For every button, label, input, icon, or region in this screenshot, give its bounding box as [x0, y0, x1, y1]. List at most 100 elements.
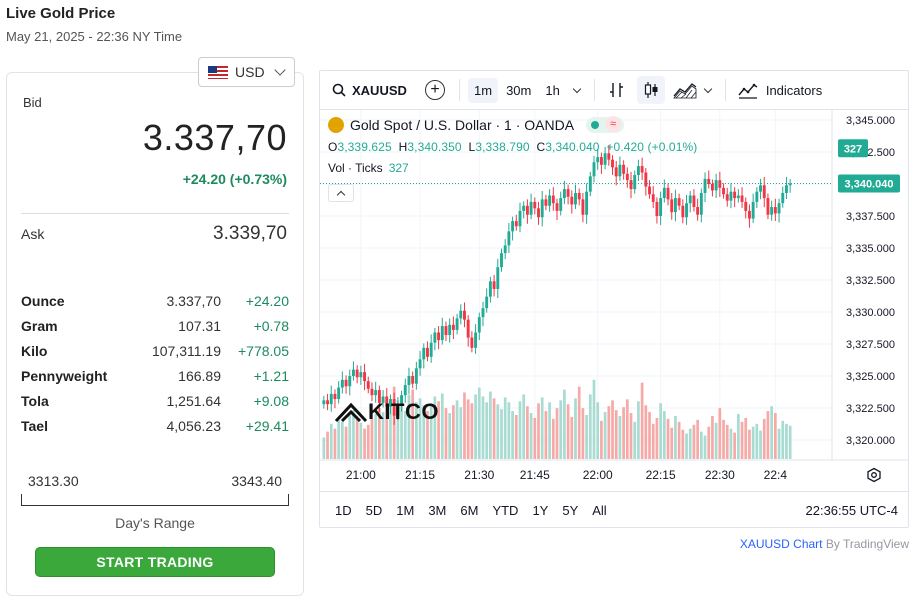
candle-body — [537, 208, 540, 218]
candle-body — [733, 191, 737, 199]
start-trading-button[interactable]: START TRADING — [35, 547, 275, 577]
candle-body — [333, 393, 337, 400]
volume-bar — [785, 423, 788, 459]
volume-bar — [518, 401, 522, 459]
candle-chart-type-icon[interactable] — [636, 76, 665, 104]
price-chart[interactable]: 3,345.0003,342.5003,340.0003,337.5003,33… — [320, 110, 909, 491]
candle-body — [699, 192, 703, 215]
volume-bar — [403, 411, 407, 459]
candle-body — [603, 153, 607, 165]
attribution-link[interactable]: XAUUSD Chart — [739, 537, 823, 551]
candle-body — [622, 164, 626, 174]
toolbar-divider — [593, 79, 595, 101]
volume-bar — [718, 408, 722, 459]
compare-add-icon[interactable]: + — [425, 80, 445, 100]
bar-chart-type-icon[interactable] — [603, 76, 631, 104]
volume-bar — [381, 412, 385, 459]
chart-widget: XAUUSD + 1m 30m 1h Indicators 3,345.000 3… — [319, 70, 909, 528]
market-status-icon[interactable] — [586, 116, 625, 133]
area-chart-type-icon[interactable] — [671, 76, 699, 104]
candle-body — [551, 195, 555, 204]
period-5d[interactable]: 5D — [365, 503, 383, 518]
volume-bar — [411, 389, 415, 459]
interval-1m[interactable]: 1m — [468, 77, 499, 103]
period-1y[interactable]: 1Y — [532, 503, 549, 518]
volume-bar — [651, 423, 655, 459]
candle-body — [788, 183, 792, 186]
period-1m[interactable]: 1M — [396, 503, 415, 518]
range-bar — [21, 494, 289, 506]
volume-bar — [440, 393, 444, 459]
candle-body — [781, 192, 785, 204]
volume-bar — [503, 397, 507, 459]
unit-price: 4,056.23 — [166, 417, 222, 434]
volume-tag — [838, 139, 868, 158]
period-all[interactable]: All — [592, 503, 607, 518]
candle-body — [614, 167, 618, 177]
period-3m[interactable]: 3M — [428, 503, 447, 518]
chart-type-chevron-icon[interactable] — [703, 84, 713, 93]
candle-body — [648, 186, 651, 195]
volume-bar — [714, 422, 718, 459]
volume-bar — [466, 399, 470, 459]
collapse-legend-button[interactable] — [328, 184, 354, 202]
volume-bar — [489, 391, 492, 459]
volume-bar — [600, 420, 603, 459]
candle-body — [374, 390, 378, 396]
volume-bar — [337, 419, 341, 459]
candle-body — [722, 187, 725, 195]
volume-legend: Vol · Ticks 327 — [328, 161, 409, 175]
volume-bar — [352, 410, 355, 459]
unit-name: Gram — [21, 317, 58, 334]
candle-body — [326, 400, 330, 405]
candle-body — [559, 198, 563, 211]
indicators-button[interactable]: Indicators — [765, 82, 823, 98]
volume-bar — [659, 403, 662, 459]
interval-30m[interactable]: 30m — [506, 82, 532, 98]
chart-clock[interactable]: 22:36:55 UTC-4 — [805, 503, 899, 518]
currency-select[interactable]: USD — [198, 57, 295, 87]
period-1d[interactable]: 1D — [335, 503, 352, 518]
page-title: Live Gold Price — [6, 5, 116, 22]
search-icon — [332, 83, 346, 97]
volume-bar — [448, 413, 452, 459]
volume-bar — [544, 411, 548, 459]
candle-body — [625, 173, 629, 181]
indicators-icon[interactable] — [734, 76, 762, 104]
interval-chevron-icon[interactable] — [572, 84, 582, 93]
candle-body — [403, 384, 407, 396]
candle-body — [518, 210, 522, 227]
ohlc-values: O3,339.625 H3,340.350 L3,338.790 C3,340.… — [328, 140, 698, 154]
interval-1h[interactable]: 1h — [545, 82, 560, 98]
volume-bar — [452, 405, 455, 459]
candle-body — [592, 162, 596, 177]
unit-row-gram: Gram 107.31 +0.78 — [21, 313, 289, 338]
volume-bar — [733, 432, 736, 459]
candle-body — [714, 180, 718, 191]
volume-bar — [722, 419, 725, 459]
period-6m[interactable]: 6M — [460, 503, 479, 518]
candle-body — [562, 189, 566, 199]
candle-body — [525, 205, 529, 215]
tradingview-attribution[interactable]: XAUUSD Chart By TradingView — [740, 537, 909, 551]
volume-bar — [751, 426, 755, 459]
unit-table: Ounce 3.337,70 +24.20 Gram 107.31 +0.78 … — [21, 288, 289, 438]
volume-bar — [470, 403, 474, 459]
volume-bar — [762, 418, 766, 459]
x-tick-label: 22:00 — [583, 468, 613, 482]
volume-bar — [344, 426, 348, 459]
volume-bar — [359, 422, 363, 459]
unit-name: Ounce — [21, 292, 65, 309]
candle-body — [500, 253, 503, 268]
volume-bar — [781, 420, 785, 459]
bid-price: 3.337,70 — [142, 117, 287, 158]
symbol-search[interactable]: XAUUSD — [332, 83, 417, 98]
volume-bar — [507, 402, 511, 459]
candle-body — [470, 337, 474, 348]
period-5y[interactable]: 5Y — [562, 503, 579, 518]
period-ytd[interactable]: YTD — [492, 503, 519, 518]
volume-bar — [622, 407, 625, 459]
volume-bar — [744, 417, 748, 459]
settings-gear-icon[interactable] — [866, 467, 882, 483]
candle-body — [377, 390, 381, 403]
